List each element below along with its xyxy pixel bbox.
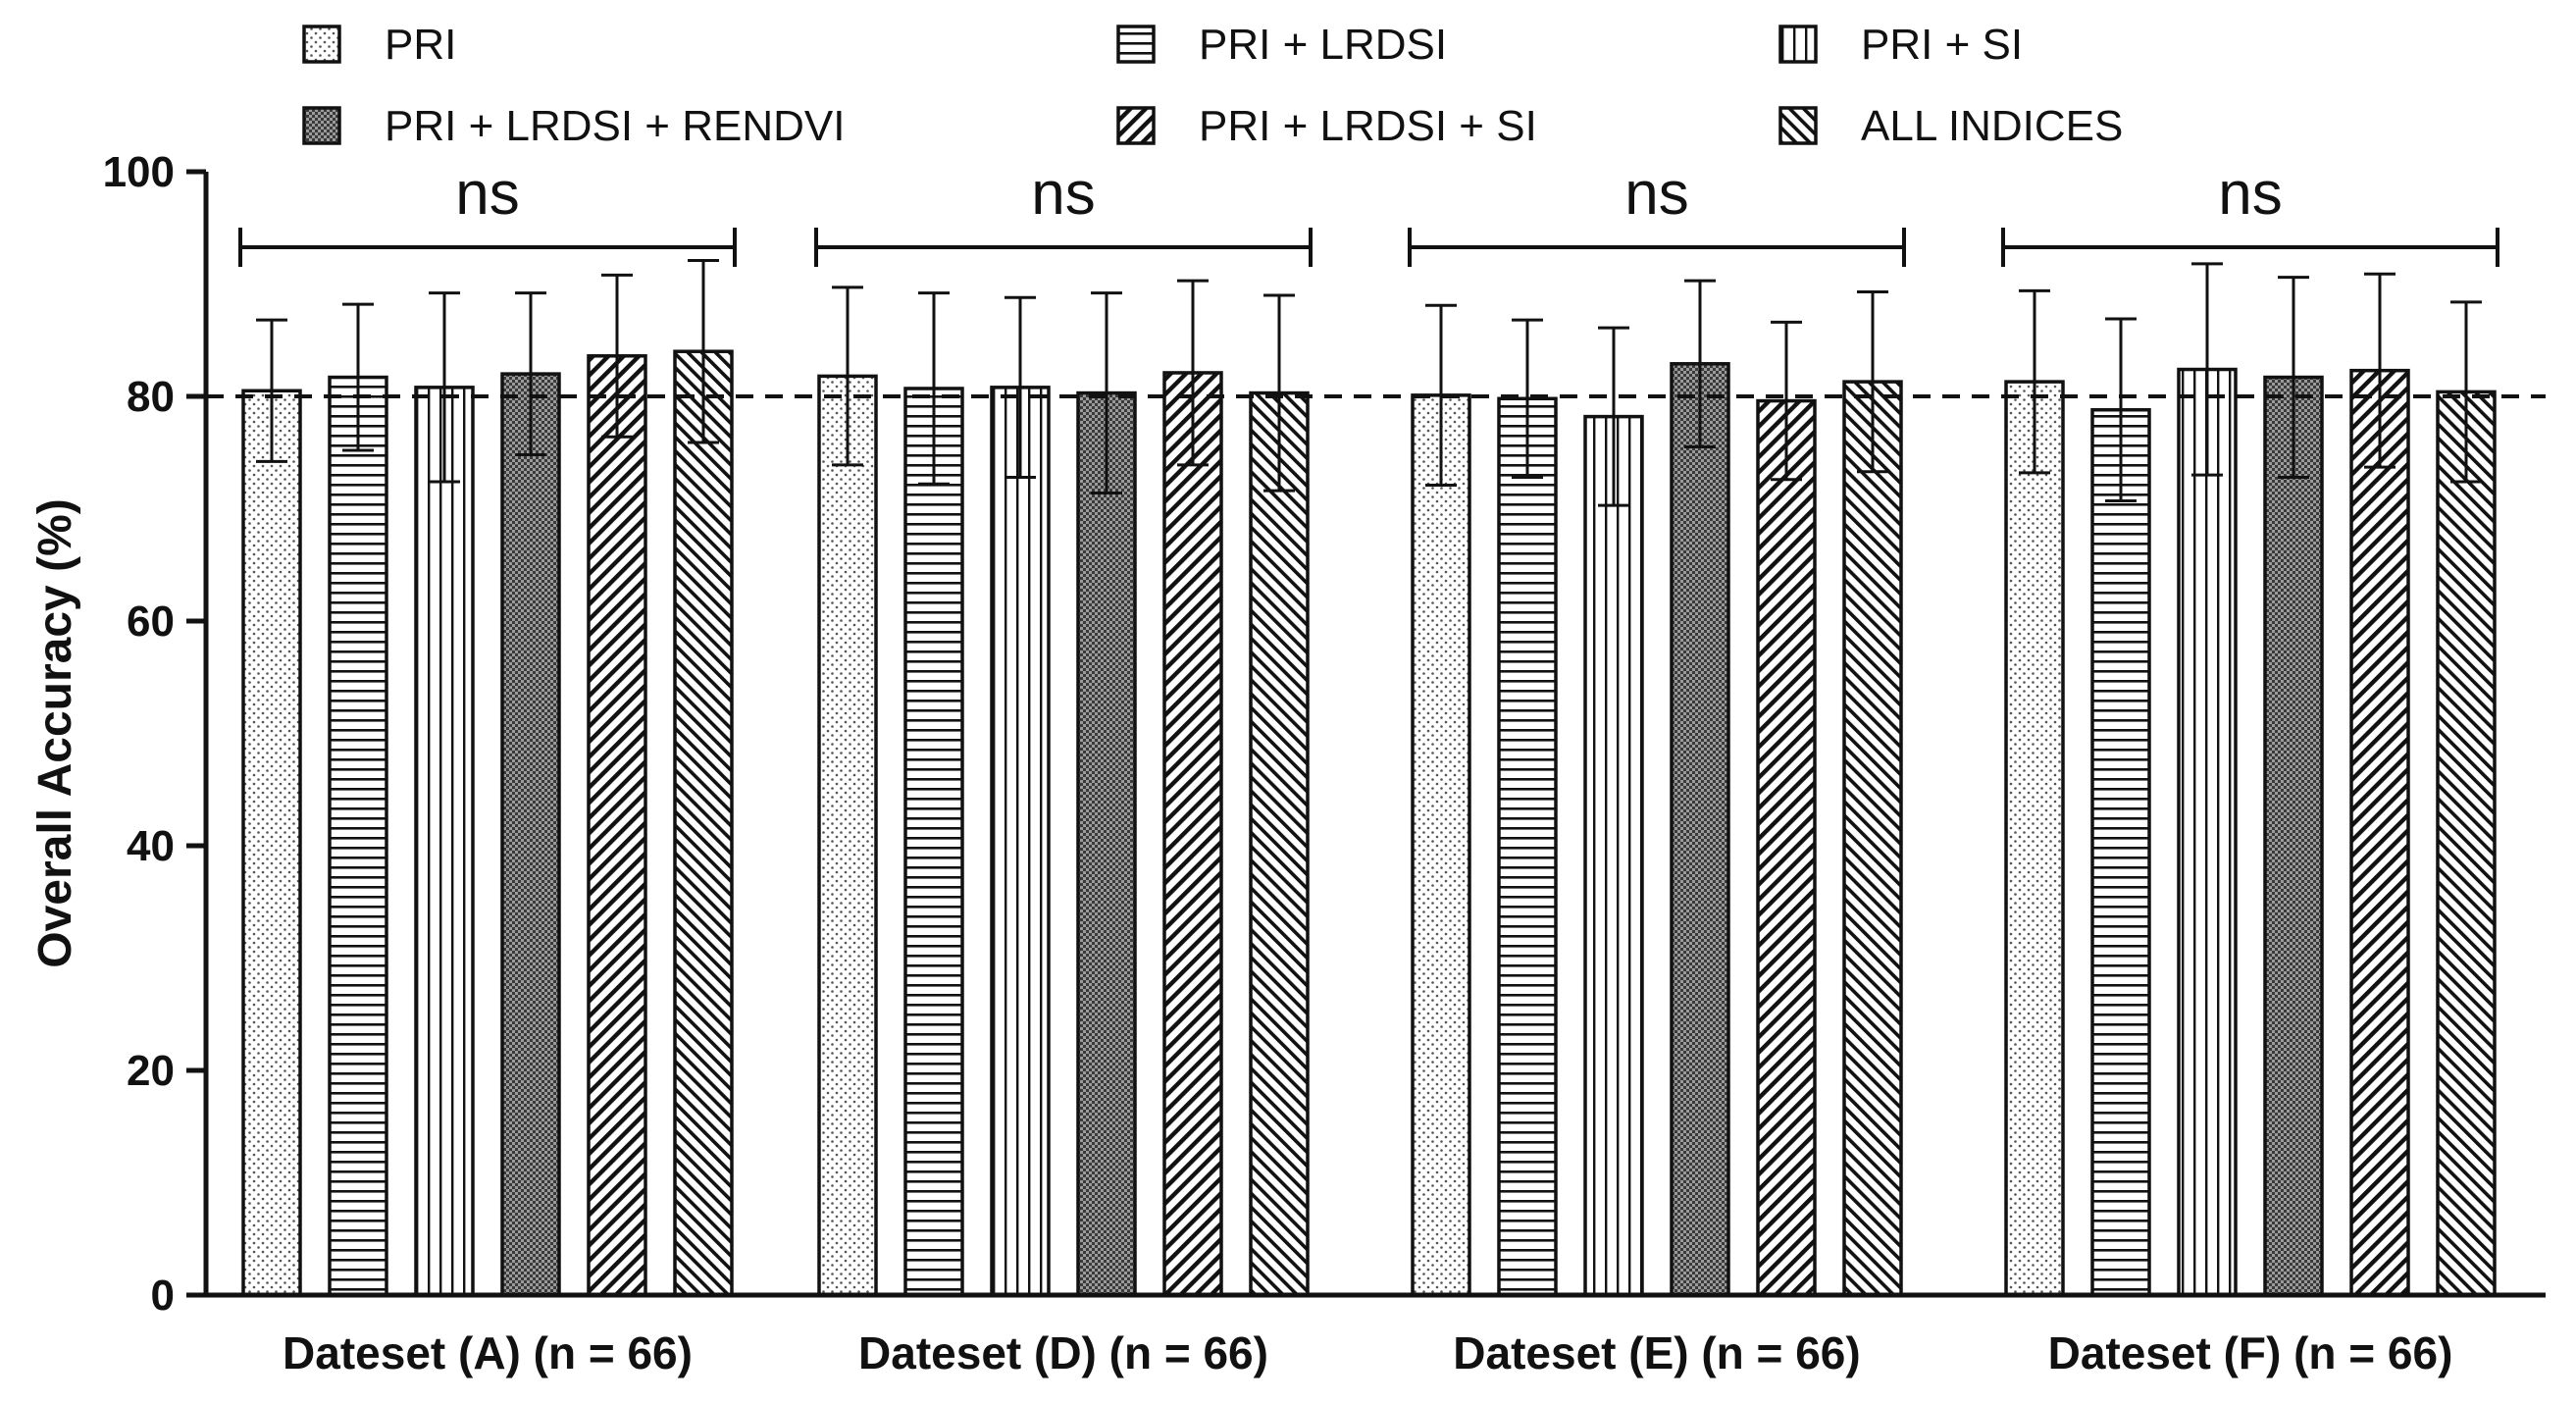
bar (2004, 380, 2065, 1297)
bar (2090, 407, 2151, 1297)
legend-label: PRI (385, 21, 456, 69)
bar (414, 386, 475, 1297)
legend-swatch (1116, 25, 1156, 64)
bar (1756, 398, 1817, 1297)
legend-label: PRI + SI (1861, 21, 2023, 69)
bar (1249, 390, 1310, 1297)
legend-swatch (1778, 106, 1818, 145)
legend-swatch (302, 25, 341, 64)
bar (1842, 380, 1903, 1297)
bar (241, 389, 302, 1297)
legend: PRI PRI + LRDSI PRI + SI PRI + LRDSI + REND… (302, 21, 2123, 150)
x-tick-label: Dateset (F) (n = 66) (2048, 1327, 2453, 1378)
y-tick-label: 20 (127, 1047, 175, 1095)
significance-label: ns (455, 160, 519, 228)
y-tick-label: 80 (127, 373, 175, 421)
legend-label: PRI + LRDSI + RENDVI (385, 102, 845, 150)
bar (1670, 362, 1730, 1297)
significance-layer: ns ns ns ns (238, 160, 2499, 267)
bar (673, 349, 734, 1297)
bar (500, 372, 561, 1297)
bar (2349, 368, 2410, 1297)
legend-label: ALL INDICES (1861, 102, 2123, 150)
x-tick-label: Dateset (E) (n = 66) (1453, 1327, 1860, 1378)
legend-label: PRI + LRDSI (1199, 21, 1447, 69)
y-tick-label: 40 (127, 822, 175, 870)
bar (1411, 393, 1471, 1297)
y-tick-label: 60 (127, 598, 175, 646)
bar (2263, 375, 2324, 1297)
significance-label: ns (1031, 160, 1095, 228)
bar (1162, 371, 1223, 1297)
error-bars-layer (256, 258, 2482, 507)
significance-label: ns (1624, 160, 1688, 228)
legend-swatch (1778, 25, 1818, 64)
significance-label: ns (2218, 160, 2282, 228)
y-tick-label: 100 (103, 148, 175, 196)
bars-layer (241, 349, 2497, 1297)
bar (587, 354, 647, 1297)
y-tick-label: 0 (151, 1272, 175, 1320)
x-tick-label: Dateset (A) (n = 66) (283, 1327, 693, 1378)
legend-label: PRI + LRDSI + SI (1199, 102, 1537, 150)
bar (1583, 414, 1644, 1297)
bar (328, 375, 388, 1297)
bar (903, 387, 964, 1297)
bar (990, 386, 1051, 1297)
bar (1497, 396, 1558, 1297)
legend-swatch (1116, 106, 1156, 145)
y-axis-title: Overall Accuracy (%) (29, 498, 81, 967)
x-tick-label: Dateset (D) (n = 66) (858, 1327, 1268, 1378)
bar (817, 374, 878, 1297)
bar (1076, 390, 1137, 1297)
bar (2177, 367, 2238, 1297)
legend-swatch (302, 106, 341, 145)
axes-layer: Dateset (A) (n = 66) Dateset (D) (n = 66)… (29, 148, 2546, 1378)
bar (2436, 390, 2497, 1297)
